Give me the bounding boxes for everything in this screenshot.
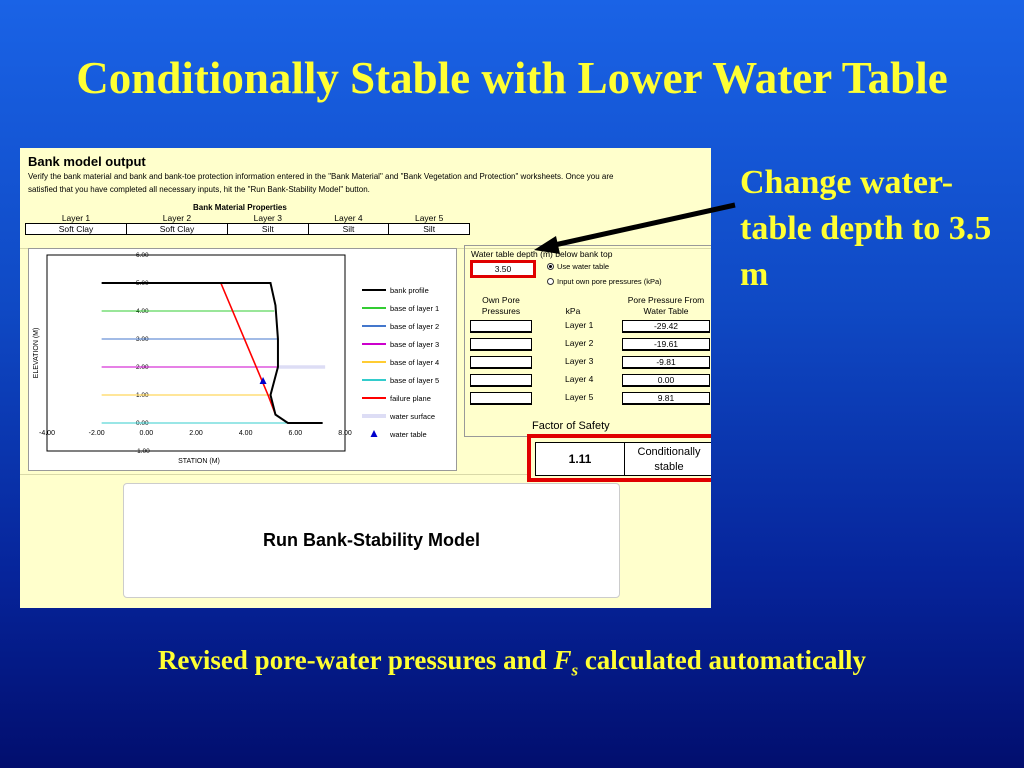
legend-label: base of layer 3 bbox=[390, 340, 439, 349]
legend-label: base of layer 4 bbox=[390, 358, 439, 367]
y-tick-label: 6.00 bbox=[136, 252, 149, 259]
sheet-title: Bank model output bbox=[28, 154, 146, 169]
water-table-label: Water table depth (m) below bank top bbox=[471, 249, 613, 259]
layer-material-cell[interactable]: Soft Clay bbox=[25, 223, 127, 235]
col-kpa: kPa bbox=[565, 306, 581, 316]
pore-layer-label: Layer 5 bbox=[565, 392, 594, 402]
slide-title: Conditionally Stable with Lower Water Ta… bbox=[76, 53, 948, 103]
legend-label: failure plane bbox=[390, 394, 431, 403]
layer-material-cell[interactable]: Silt bbox=[226, 223, 309, 235]
factor-of-safety-value: 1.11 bbox=[536, 443, 625, 475]
own-pore-input[interactable] bbox=[470, 374, 532, 387]
pore-row: Layer 1 -29.42 bbox=[470, 320, 710, 334]
own-pore-input[interactable] bbox=[470, 356, 532, 369]
x-tick-label: -2.00 bbox=[89, 430, 105, 437]
x-tick-label: 2.00 bbox=[189, 430, 203, 437]
series-line bbox=[101, 282, 323, 424]
own-pore-input[interactable] bbox=[470, 320, 532, 333]
pore-layer-label: Layer 3 bbox=[565, 356, 594, 366]
pore-pressure-value: -29.42 bbox=[622, 320, 710, 333]
spreadsheet-panel: Bank model output Verify the bank materi… bbox=[20, 148, 711, 608]
layer-material-cell[interactable]: Silt bbox=[388, 223, 470, 235]
pore-pressure-value: -19.61 bbox=[622, 338, 710, 351]
y-tick-label: -1.00 bbox=[135, 448, 150, 455]
slide-caption: Revised pore-water pressures and Fs calc… bbox=[0, 645, 1024, 680]
layer-header: Layer 4 bbox=[334, 213, 363, 223]
pore-row: Layer 2 -19.61 bbox=[470, 338, 710, 352]
radio-own-pore-pressures[interactable]: Input own pore pressures (kPa) bbox=[547, 277, 662, 286]
legend-label: water table bbox=[389, 430, 427, 439]
own-pore-input[interactable] bbox=[470, 338, 532, 351]
water-table-marker bbox=[259, 377, 267, 384]
col-pore-from-table: Pore Pressure From Water Table bbox=[627, 295, 705, 316]
x-axis-label: STATION (M) bbox=[178, 458, 220, 465]
y-axis-label: ELEVATION (M) bbox=[33, 328, 40, 379]
own-pore-input[interactable] bbox=[470, 392, 532, 405]
layer-header: Layer 3 bbox=[253, 213, 282, 223]
layer-material-cell[interactable]: Soft Clay bbox=[125, 223, 228, 235]
layer-material-cell[interactable]: Silt bbox=[307, 223, 390, 235]
layer-header: Layer 2 bbox=[162, 213, 192, 223]
legend-label: base of layer 5 bbox=[390, 376, 439, 385]
plot-frame bbox=[46, 254, 346, 452]
radio-unselected-icon bbox=[547, 278, 554, 285]
caption-f: F bbox=[553, 645, 572, 675]
radio-label: Input own pore pressures (kPa) bbox=[557, 277, 662, 286]
legend-label: water surface bbox=[389, 412, 435, 421]
x-tick-label: -4.00 bbox=[39, 430, 55, 437]
caption-post: calculated automatically bbox=[578, 645, 867, 675]
x-tick-label: 6.00 bbox=[289, 430, 303, 437]
sheet-instructions: Verify the bank material and bank and ba… bbox=[28, 172, 614, 194]
factor-of-safety-box: 1.11 Conditionally stable bbox=[527, 434, 711, 482]
caption-s: s bbox=[571, 660, 579, 680]
layer-header: Layer 1 bbox=[61, 213, 91, 223]
caption-pre: Revised pore-water pressures and bbox=[157, 645, 554, 675]
bank-profile-chart: -1.00 0.00 1.00 2.00 3.00 4.00 5.00 6.00 -4.00 -2… bbox=[28, 248, 457, 471]
legend-label: base of layer 2 bbox=[390, 322, 439, 331]
water-table-panel: Water table depth (m) below bank top 3.5… bbox=[464, 245, 711, 437]
pore-row: Layer 5 9.81 bbox=[470, 392, 710, 406]
water-table-depth-input[interactable]: 3.50 bbox=[470, 260, 536, 278]
legend-swatch bbox=[370, 430, 378, 437]
radio-label: Use water table bbox=[557, 262, 610, 271]
pore-pressure-value: -9.81 bbox=[622, 356, 710, 369]
stability-status: Conditionally stable bbox=[637, 446, 701, 473]
material-properties-title: Bank Material Properties bbox=[193, 203, 287, 212]
callout-text: Change water-table depth to 3.5 m bbox=[740, 164, 992, 293]
legend-label: bank profile bbox=[390, 286, 429, 295]
pore-layer-label: Layer 2 bbox=[565, 338, 594, 348]
layer-header: Layer 5 bbox=[414, 213, 444, 223]
radio-selected-icon bbox=[547, 263, 554, 270]
radio-use-water-table[interactable]: Use water table bbox=[547, 262, 609, 271]
x-tick-label: 4.00 bbox=[239, 430, 253, 437]
material-table: Layer 1 Layer 2 Layer 3 Layer 4 Layer 5 … bbox=[25, 213, 470, 235]
factor-of-safety-label: Factor of Safety bbox=[532, 420, 610, 432]
x-tick-label: 0.00 bbox=[140, 430, 154, 437]
pore-layer-label: Layer 4 bbox=[565, 374, 594, 384]
pore-pressure-value: 0.00 bbox=[622, 374, 710, 387]
pore-pressure-value: 9.81 bbox=[622, 392, 710, 405]
col-own-pore: Own Pore Pressures bbox=[481, 295, 521, 316]
pore-row: Layer 3 -9.81 bbox=[470, 356, 710, 370]
pore-layer-label: Layer 1 bbox=[565, 320, 594, 330]
x-tick-label: 8.00 bbox=[338, 430, 352, 437]
run-bank-stability-button[interactable]: Run Bank-Stability Model bbox=[123, 483, 620, 598]
run-button-label: Run Bank-Stability Model bbox=[262, 530, 480, 550]
legend-label: base of layer 1 bbox=[390, 304, 439, 313]
pore-row: Layer 4 0.00 bbox=[470, 374, 710, 388]
